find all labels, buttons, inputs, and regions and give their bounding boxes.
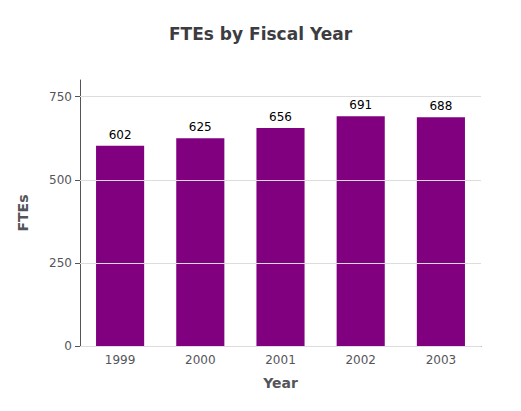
svg-text:FTEs by Fiscal Year: FTEs by Fiscal Year [169,24,353,44]
svg-text:2002: 2002 [345,353,376,367]
svg-text:688: 688 [429,99,452,113]
svg-text:2000: 2000 [185,353,216,367]
svg-text:2001: 2001 [265,353,296,367]
svg-text:2003: 2003 [426,353,457,367]
svg-text:1999: 1999 [105,353,136,367]
svg-text:602: 602 [109,128,132,142]
svg-text:0: 0 [64,339,72,353]
svg-text:250: 250 [49,256,72,270]
svg-text:691: 691 [349,98,372,112]
svg-text:625: 625 [189,120,212,134]
svg-text:750: 750 [49,90,72,104]
svg-text:656: 656 [269,110,292,124]
svg-text:FTEs: FTEs [15,194,31,231]
svg-text:500: 500 [49,173,72,187]
svg-text:Year: Year [262,375,298,391]
